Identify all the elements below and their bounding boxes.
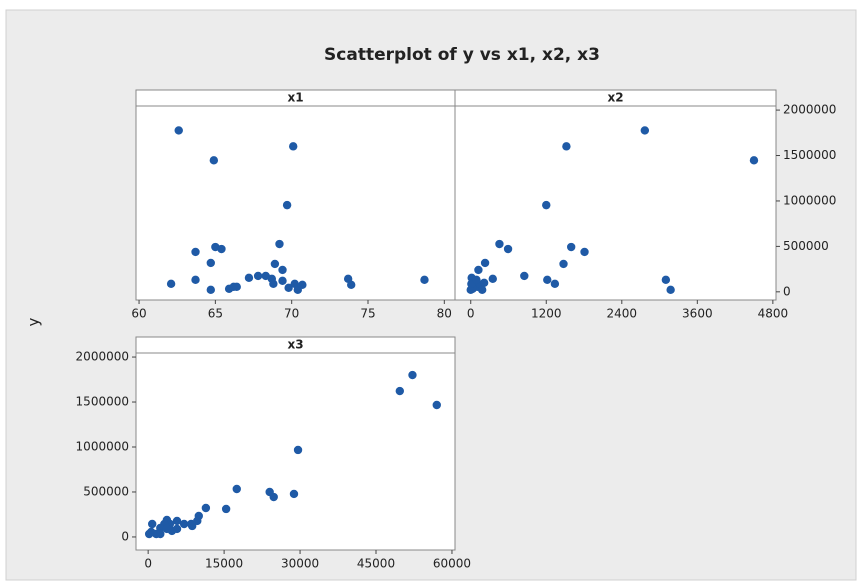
panel-title: x1 [287, 91, 303, 105]
point [640, 126, 650, 135]
point [477, 285, 487, 295]
point [432, 400, 441, 410]
y-axis-label: y [25, 317, 43, 326]
chart-title: Scatterplot of y vs x1, x2, x3 [324, 45, 600, 65]
point [289, 489, 299, 499]
x-tick-label: 0 [144, 557, 152, 571]
point [474, 265, 483, 275]
point [420, 275, 429, 285]
point [186, 519, 196, 529]
x-tick-label: 60000 [433, 557, 471, 571]
point [580, 247, 589, 257]
panel-title: x3 [287, 338, 303, 352]
x-tick-label: 1200 [531, 307, 562, 321]
point [488, 274, 497, 284]
x-tick-label: 0 [467, 307, 475, 321]
x-tick-label: 30000 [281, 557, 319, 571]
point [472, 275, 481, 285]
point [298, 280, 307, 290]
y-tick-label: 500000 [83, 484, 129, 498]
point [253, 271, 263, 281]
point [206, 258, 215, 268]
y-tick-label: 0 [783, 284, 791, 298]
point [562, 142, 571, 151]
y-tick-label: 1000000 [76, 440, 129, 454]
plot-area [454, 105, 777, 301]
point [269, 492, 278, 502]
point [217, 244, 226, 254]
x-tick-label: 60 [131, 307, 146, 321]
x-tick-label: 15000 [205, 557, 243, 571]
point [166, 279, 176, 289]
y-tick-label: 0 [121, 529, 129, 543]
point [232, 282, 241, 292]
panel-strip [454, 89, 777, 107]
point [278, 276, 287, 286]
point [550, 279, 560, 289]
point [566, 242, 576, 252]
point [503, 244, 513, 254]
point [269, 279, 278, 289]
point [542, 200, 551, 210]
point [495, 239, 504, 249]
y-tick-label: 1000000 [783, 193, 836, 207]
point [162, 524, 172, 534]
point [543, 275, 552, 285]
panel-title: x2 [607, 91, 623, 105]
point [289, 142, 298, 151]
point [661, 275, 671, 285]
point [156, 529, 165, 539]
point [232, 484, 241, 494]
x-tick-label: 75 [360, 307, 375, 321]
point [179, 519, 189, 529]
plot-area [135, 105, 456, 301]
y-tick-label: 2000000 [783, 103, 836, 117]
point [270, 259, 280, 269]
point [172, 524, 182, 534]
point [144, 529, 154, 539]
point [209, 156, 219, 165]
point [395, 386, 405, 396]
point [282, 200, 292, 210]
point [148, 519, 157, 529]
point [244, 273, 254, 283]
point [479, 278, 489, 288]
x-tick-label: 80 [437, 307, 452, 321]
point [749, 156, 759, 165]
point [206, 285, 215, 295]
point [480, 258, 490, 268]
point [191, 275, 200, 285]
point [278, 265, 287, 275]
x-tick-label: 65 [208, 307, 223, 321]
x-tick-label: 2400 [607, 307, 638, 321]
panel-strip [135, 336, 456, 354]
x-tick-label: 3600 [682, 307, 713, 321]
point [201, 503, 211, 513]
point [520, 271, 529, 281]
point [284, 283, 293, 293]
y-tick-label: 2000000 [76, 350, 129, 364]
point [172, 516, 182, 526]
point [275, 239, 284, 249]
point [347, 280, 356, 290]
point [156, 523, 165, 533]
point [666, 285, 675, 295]
point [221, 504, 231, 514]
x-tick-label: 70 [284, 307, 299, 321]
x-tick-label: 4800 [758, 307, 789, 321]
point [174, 126, 183, 135]
y-tick-label: 1500000 [783, 148, 836, 162]
y-tick-label: 500000 [783, 239, 829, 253]
point [293, 445, 303, 455]
point [191, 247, 200, 257]
y-tick-label: 1500000 [76, 395, 129, 409]
x-tick-label: 45000 [357, 557, 395, 571]
point [408, 370, 417, 380]
point [559, 259, 568, 269]
